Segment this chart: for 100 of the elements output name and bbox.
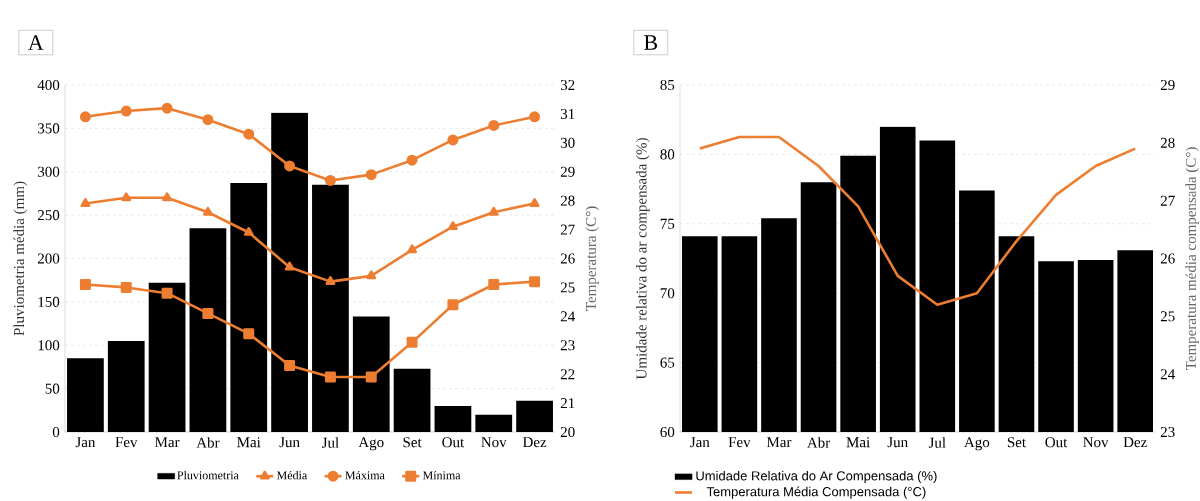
point: [284, 359, 296, 371]
point: [365, 371, 377, 383]
y2-tick-label: 28: [1160, 137, 1175, 148]
x-tick-label: Mai: [237, 437, 261, 448]
y2-tick-label: 26: [1160, 253, 1175, 264]
bar: [148, 282, 186, 432]
point: [366, 270, 377, 280]
point: [488, 119, 500, 131]
x-tick-label: Mar: [766, 437, 792, 448]
x-tick-label: Abr: [196, 437, 220, 448]
point: [488, 279, 500, 291]
point: [162, 192, 173, 202]
point: [529, 198, 540, 207]
point: [121, 192, 132, 202]
y2-axis-title: Temperatura média compensada (C°): [1185, 147, 1200, 371]
x-tick-label: Dez: [522, 437, 547, 448]
point: [406, 336, 418, 348]
y-tick-label: 50: [45, 383, 60, 394]
bar: [271, 112, 308, 432]
point: [284, 160, 296, 172]
y-axis-title: Pluviometria média (mm): [13, 181, 28, 336]
x-tick-label: Nov: [481, 437, 507, 448]
point: [243, 226, 254, 236]
y2-tick-label: 27: [1160, 195, 1175, 206]
bar: [230, 183, 268, 432]
point: [80, 198, 91, 207]
y-tick-label: 70: [660, 288, 675, 299]
legend-label: Umidade Relativa do Ar Compensada (%): [696, 470, 937, 484]
y2-tick-label: 32: [560, 79, 575, 91]
y2-tick-label: 23: [1160, 426, 1175, 438]
y2-tick-label: 25: [1160, 311, 1175, 322]
y2-tick-label: 31: [560, 108, 575, 119]
y2-tick-label: 25: [560, 282, 575, 293]
y2-tick-label: 23: [560, 340, 575, 351]
point: [120, 105, 132, 117]
y2-tick-label: 28: [560, 195, 575, 206]
legend-label: Máxima: [345, 470, 385, 480]
bar: [189, 228, 227, 432]
x-tick-label: Jan: [75, 437, 96, 448]
chart-title: B: [644, 35, 658, 50]
point: [529, 276, 541, 288]
point: [406, 154, 418, 166]
x-tick-label: Abr: [807, 437, 831, 448]
y2-tick-label: 21: [560, 398, 575, 409]
y2-axis-title: Temperatura (C°): [585, 206, 600, 311]
x-tick-label: Set: [403, 437, 422, 448]
y-tick-label: 80: [660, 149, 675, 160]
x-tick-label: Jun: [279, 437, 300, 448]
point: [202, 307, 214, 319]
point: [447, 221, 458, 231]
x-tick-label: Mai: [846, 437, 870, 448]
x-tick-label: Mar: [155, 437, 180, 448]
y-tick-label: 150: [38, 296, 60, 307]
x-tick-label: Jul: [928, 437, 946, 448]
bar: [67, 358, 104, 432]
point: [202, 206, 213, 216]
y2-tick-label: 29: [1160, 79, 1175, 91]
y-tick-label: 100: [38, 340, 60, 351]
bar: [393, 368, 431, 432]
y2-tick-label: 26: [560, 253, 575, 264]
point: [202, 114, 214, 126]
y-tick-label: 65: [660, 357, 675, 368]
x-tick-label: Jul: [321, 437, 339, 448]
x-tick-label: Nov: [1083, 437, 1109, 448]
point: [447, 299, 459, 311]
legend-label: Pluviometria: [177, 470, 239, 480]
point: [407, 244, 418, 254]
x-tick-label: Out: [1045, 437, 1068, 448]
x-tick-label: Ago: [964, 437, 990, 451]
x-tick-label: Out: [442, 437, 465, 448]
y-tick-label: 75: [660, 218, 675, 229]
line-series: [698, 135, 1137, 307]
y-tick-label: 200: [37, 253, 60, 264]
bar: [516, 400, 553, 432]
x-tick-label: Dez: [1123, 437, 1147, 448]
legend-label: Temperatura Média Compensada (°C): [706, 486, 926, 499]
y2-tick-label: 30: [560, 137, 575, 148]
bar: [352, 316, 390, 432]
y2-tick-label: 27: [560, 224, 575, 235]
x-tick-label: Fev: [728, 437, 751, 448]
y-tick-label: 0: [52, 426, 60, 438]
point: [243, 128, 255, 140]
y-tick-label: 60: [660, 426, 675, 438]
y2-tick-label: 20: [560, 426, 575, 438]
legend-label: Mínima: [422, 470, 461, 480]
point: [243, 328, 255, 340]
y2-tick-label: 24: [560, 311, 575, 322]
point: [284, 261, 295, 271]
point: [365, 169, 377, 181]
y2-tick-label: 24: [1160, 369, 1175, 380]
y-tick-label: 250: [37, 210, 60, 221]
y-tick-label: 300: [38, 166, 60, 177]
point: [325, 276, 336, 286]
y-tick-label: 400: [37, 79, 60, 91]
bar: [434, 405, 472, 432]
bar: [107, 340, 145, 432]
x-tick-label: Set: [1007, 437, 1026, 448]
legend-label: Média: [276, 470, 308, 480]
point: [79, 279, 91, 291]
chart-title: A: [28, 35, 44, 50]
